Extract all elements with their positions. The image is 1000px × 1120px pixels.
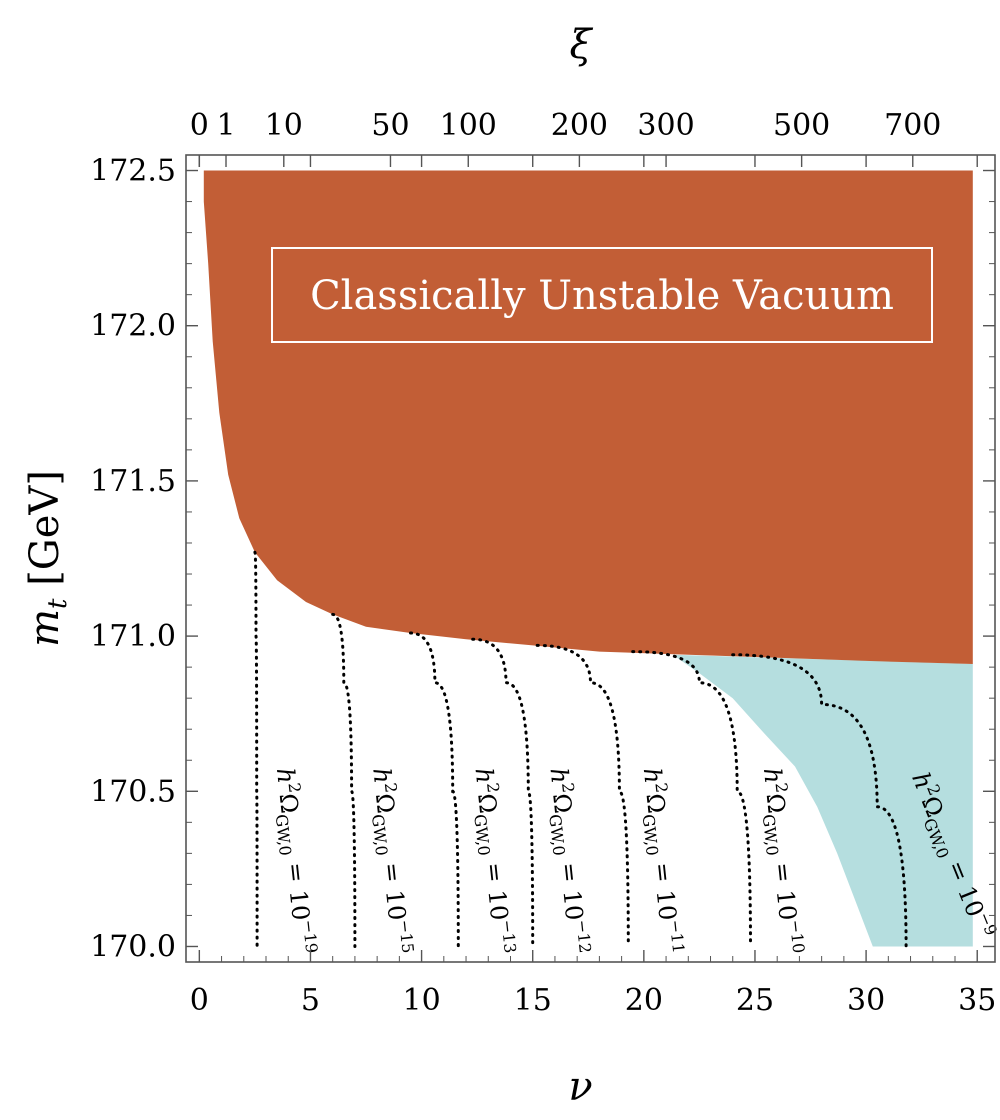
x-tick-label: 20 (625, 983, 663, 1018)
x-tick-label: 5 (301, 983, 320, 1018)
y-tick-label: 172.0 (90, 309, 176, 344)
contour-label-part: = 10 (376, 853, 411, 921)
contour-label-part: Ω (641, 792, 671, 815)
contour-label: h2ΩGW,0 = 10−11 (634, 766, 688, 956)
y-tick-label: 171.5 (90, 464, 176, 499)
y-tick-label: 170.0 (90, 929, 176, 964)
x-tick-label: 35 (958, 983, 996, 1018)
y-axis-title-unit: [GeV] (22, 470, 68, 598)
contour-label: h2ΩGW,0 = 10−10 (754, 766, 808, 956)
contour-label-part: = 10 (280, 853, 315, 921)
ticks-layer: 0 5 10 15 20 25 30 35170.0170.5171.0171.5172.01… (90, 108, 996, 1018)
top-xi-tick-label: 100 (440, 108, 497, 143)
top-xi-tick-label: 10 (265, 108, 303, 143)
unstable-region-label: Classically Unstable Vacuum (310, 273, 894, 319)
contour-line (535, 643, 630, 948)
contour-label-part: 2 (651, 782, 671, 794)
contour-label-part: h (758, 767, 787, 785)
contour-label-part: 2 (483, 782, 503, 794)
contour-label-part: −10 (786, 919, 808, 955)
top-xi-tick-label: 1 (216, 108, 235, 143)
contour-label: h2ΩGW,0 = 10−12 (541, 766, 595, 956)
y-axis-title-main: m (22, 609, 68, 647)
contour-label-part: 2 (771, 782, 791, 794)
labels-layer: Classically Unstable Vacuum ν ξ mt [GeV] (22, 22, 933, 1110)
x-tick-label: 15 (514, 983, 552, 1018)
observable-region (672, 654, 973, 947)
x-tick-label: 25 (736, 983, 774, 1018)
contour-line (731, 653, 908, 948)
contour-label-part: = 10 (479, 853, 514, 921)
contour-label-part: −12 (572, 919, 594, 955)
top-xi-tick-label: 50 (371, 108, 409, 143)
y-tick-label: 170.5 (90, 774, 176, 809)
contour-label-part: 2 (558, 782, 578, 794)
contour-label-part: −15 (395, 919, 417, 955)
contour-label-part: GW,0 (368, 813, 391, 856)
contour-label: h2ΩGW,0 = 10−19 (267, 766, 321, 956)
contour-label-part: 2 (381, 782, 401, 794)
y-axis-title: mt [GeV] (22, 470, 73, 647)
contour-label-part: GW,0 (545, 813, 568, 856)
regions-layer (203, 170, 973, 947)
y-tick-label: 172.5 (90, 154, 176, 189)
contour-label-part: = 10 (554, 853, 589, 921)
contour-label-part: Ω (547, 792, 577, 815)
contour-label-part: h (367, 767, 396, 785)
top-xi-tick-label: 300 (637, 108, 694, 143)
contour-label-part: Ω (274, 792, 304, 815)
contour-line (331, 612, 357, 948)
top-xi-tick-label: 200 (551, 108, 608, 143)
top-axis-title: ξ (569, 22, 593, 68)
x-tick-label: 30 (847, 983, 885, 1018)
contour-label-part: GW,0 (759, 813, 782, 856)
contour-label: h2ΩGW,0 = 10−13 (466, 766, 520, 956)
x-tick-label: 10 (402, 983, 440, 1018)
y-axis-title-sub: t (43, 598, 73, 609)
top-xi-tick-label: 500 (773, 108, 830, 143)
contour-label-part: Ω (472, 792, 502, 815)
x-axis-title: ν (568, 1064, 592, 1110)
contour-line (409, 631, 460, 948)
contour-label-part: GW,0 (470, 813, 493, 856)
unstable-region (203, 170, 973, 664)
contour-label-part: −13 (497, 919, 519, 955)
contour-label-part: −19 (299, 919, 321, 955)
y-tick-label: 171.0 (90, 619, 176, 654)
contour-label-part: 2 (284, 782, 304, 794)
plot-frame-layer (185, 154, 996, 963)
contour-label-part: Ω (370, 792, 400, 815)
unstable-region-label-box (271, 247, 933, 343)
contour-line (471, 637, 535, 948)
contour-label-part: h (545, 767, 574, 785)
plot-frame (185, 154, 996, 963)
contour-label-part: h (638, 767, 667, 785)
x-tick-label: 0 (190, 983, 209, 1018)
contour-line (253, 550, 259, 948)
contour-label-part: GW,0 (272, 813, 295, 856)
contour-label-part: Ω (761, 792, 791, 815)
top-xi-tick-label: 0 (190, 108, 209, 143)
contour-label-part: h (271, 767, 300, 785)
contour-label: h2ΩGW,0 = 10−15 (363, 766, 417, 956)
contour-label-part: = 10 (647, 853, 682, 921)
contour-label-part: −11 (666, 919, 688, 955)
contour-label-part: GW,0 (639, 813, 662, 856)
contour-label-part: h (470, 767, 499, 785)
contour-label-part: = 10 (767, 853, 802, 921)
contour-line (631, 650, 752, 948)
top-xi-tick-label: 700 (884, 108, 941, 143)
